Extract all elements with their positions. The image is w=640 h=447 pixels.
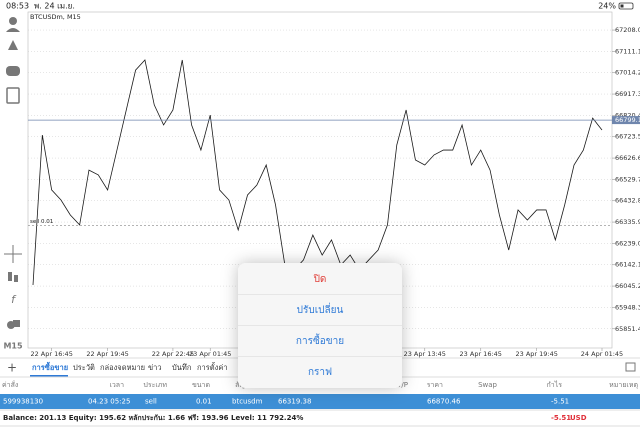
status-date: พ. 24 เม.ย. [34, 2, 75, 11]
column-header: กำไร [547, 380, 563, 389]
icon-account-body[interactable] [6, 28, 20, 32]
column-header: ขนาด [192, 381, 210, 389]
column-header: ประเภท [143, 381, 167, 389]
cell[interactable]: 66319.38 [278, 398, 311, 406]
cell[interactable]: 04.23 05:25 [88, 398, 130, 406]
menu-item[interactable]: ปิด [313, 274, 326, 285]
x-tick-label: 23 Apr 13:45 [404, 350, 446, 358]
column-header: ราคา [427, 381, 443, 389]
x-tick-label: 22 Apr 16:45 [30, 350, 72, 358]
y-tick-label: 66820.40 [615, 111, 640, 119]
add-button[interactable]: + [7, 361, 17, 375]
tab[interactable]: การซื้อขาย [32, 361, 68, 372]
bid-label: 66799.10 [615, 116, 640, 124]
bid-label-bg [612, 116, 640, 125]
account-summary: Balance: 201.13 Equity: 195.62 หลักประกั… [3, 414, 303, 422]
icon-new-order[interactable] [6, 87, 20, 104]
icon-indicators[interactable]: f [11, 293, 17, 306]
currency: USD [570, 414, 587, 422]
y-tick-label: 67208.00 [615, 26, 640, 34]
status-time: 08:53 [6, 2, 29, 11]
column-header: T/P [396, 381, 408, 389]
x-tick-label: 23 Apr 16:45 [460, 350, 502, 358]
y-tick-label: 67014.20 [615, 69, 640, 77]
x-tick-label: 23 Apr 01:45 [189, 350, 231, 358]
tab[interactable]: ประวัติ [73, 363, 95, 372]
menu-item[interactable]: การซื้อขาย [296, 333, 344, 347]
y-tick-label: 66335.90 [615, 218, 640, 226]
y-tick-label: 67111.10 [615, 47, 640, 55]
icon-account[interactable] [9, 17, 17, 25]
column-header: เวลา [109, 381, 124, 389]
y-tick-label: 66239.00 [615, 239, 640, 247]
price-line [32, 59, 603, 286]
tabs: การซื้อขาย ประวัติ กล่องจดหมาย ข่าว บันทึก กา… [30, 361, 228, 377]
y-tick-label: 66917.30 [615, 90, 640, 98]
cell[interactable]: 66870.46 [427, 398, 461, 406]
menu-item[interactable]: กราฟ [308, 367, 332, 378]
cell[interactable]: 599938130 [3, 398, 43, 406]
cell[interactable]: 0.01 [196, 398, 212, 406]
x-tick-label: 22 Apr 19:45 [86, 350, 128, 358]
chart: BTCUSDm, M15 67208.00 67111.10 67014.20 669… [27, 11, 640, 358]
x-tick-label: 22 Apr 22:45 [152, 350, 194, 358]
column-header: ค่าสั่ง [2, 380, 18, 389]
column-header: Swap [478, 381, 497, 389]
icon-objects-2[interactable] [13, 320, 20, 327]
tab[interactable]: บันทึก [172, 363, 191, 372]
battery-icon [618, 2, 634, 10]
cell[interactable]: btcusdm [232, 398, 263, 406]
status-battery: 24% [598, 2, 616, 11]
icon-candles-2[interactable] [14, 275, 18, 282]
y-tick-label: 66723.50 [615, 133, 640, 141]
battery-level [620, 4, 624, 8]
icon-chat[interactable] [6, 66, 20, 76]
tab-underline [30, 375, 68, 377]
chart-title: BTCUSDm, M15 [30, 13, 81, 21]
layout-icon[interactable] [625, 362, 636, 372]
y-tick-label: 66045.20 [615, 282, 640, 290]
y-tick-label: 66626.60 [615, 154, 640, 162]
icon-trade[interactable] [8, 40, 18, 50]
order-line-label: sell 0.01 [30, 219, 53, 225]
cell[interactable]: -5.51 [551, 398, 569, 406]
menu-item[interactable]: ปรับเปลี่ยน [297, 302, 344, 316]
tab[interactable]: การตั้งค่า [197, 362, 228, 372]
column-header: หมายเหตุ [609, 381, 638, 389]
timeframe[interactable]: M15 [3, 342, 23, 351]
tab[interactable]: ข่าว [148, 363, 162, 372]
x-tick-label: 23 Apr 19:45 [516, 350, 558, 358]
icon-crosshair[interactable] [4, 245, 22, 263]
x-tick-label: 24 Apr 01:45 [581, 350, 623, 358]
y-tick-label: 66529.70 [615, 175, 640, 183]
y-tick-label: 66142.10 [615, 261, 640, 269]
y-tick-label: 65948.30 [615, 303, 640, 311]
row-highlight [0, 394, 640, 409]
tab[interactable]: กล่องจดหมาย [100, 363, 145, 372]
y-tick-label: 66432.80 [615, 197, 640, 205]
total-profit: -5.51 [551, 414, 571, 422]
left-toolbar: f [4, 17, 22, 329]
y-tick-label: 65851.40 [615, 325, 640, 333]
cell[interactable]: sell [145, 398, 157, 406]
icon-candles[interactable] [8, 272, 12, 281]
